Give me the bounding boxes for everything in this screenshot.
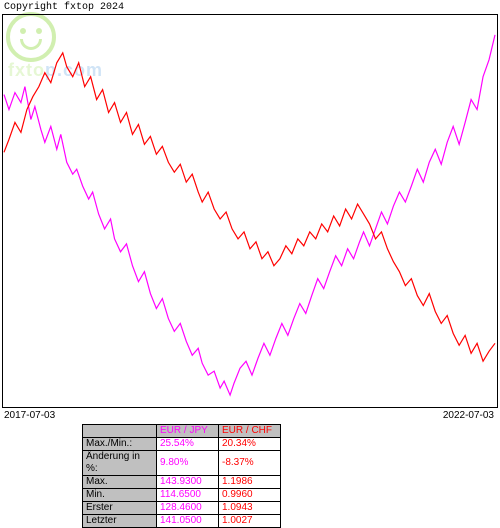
series1-value: 141.0500 [157, 515, 219, 528]
row-label: Max./Min.: [83, 438, 157, 451]
series1-value: 128.4600 [157, 502, 219, 515]
row-label: Letzter [83, 515, 157, 528]
chart-series-line [4, 53, 495, 361]
series2-value: 20.34% [219, 438, 281, 451]
row-label: Erster [83, 502, 157, 515]
series2-header: EUR / CHF [219, 425, 281, 438]
table-row: EUR / JPY EUR / CHF [83, 425, 281, 438]
chart-series-line [4, 35, 495, 395]
series1-value: 9.80% [157, 451, 219, 476]
table-row: Max. 143.9300 1.1986 [83, 476, 281, 489]
x-axis-start: 2017-07-03 [4, 410, 55, 421]
table-row: Erster 128.4600 1.0943 [83, 502, 281, 515]
series2-value: 1.0027 [219, 515, 281, 528]
line-chart [2, 14, 498, 408]
stats-table: EUR / JPY EUR / CHFMax./Min.: 25.54% 20.… [82, 424, 281, 528]
series1-value: 143.9300 [157, 476, 219, 489]
row-label: Änderung in %: [83, 451, 157, 476]
table-row: Änderung in %: 9.80% -8.37% [83, 451, 281, 476]
series2-value: -8.37% [219, 451, 281, 476]
series2-value: 1.1986 [219, 476, 281, 489]
row-label: Max. [83, 476, 157, 489]
series2-value: 1.0943 [219, 502, 281, 515]
table-row: Max./Min.: 25.54% 20.34% [83, 438, 281, 451]
table-row: Letzter 141.0500 1.0027 [83, 515, 281, 528]
series1-header: EUR / JPY [157, 425, 219, 438]
x-axis-end: 2022-07-03 [443, 410, 494, 421]
series1-value: 25.54% [157, 438, 219, 451]
